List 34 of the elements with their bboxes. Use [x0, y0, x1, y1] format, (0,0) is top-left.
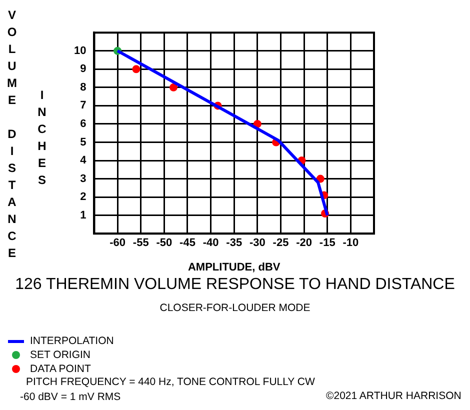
x-tick-label: -55 — [132, 237, 149, 250]
x-tick-label: -10 — [342, 237, 359, 250]
y-tick-label: 1 — [80, 209, 86, 222]
y-axis-title: VOLUME DISTANCE — [5, 8, 19, 263]
text: -60 dBV = 1 mV RMS — [20, 391, 121, 403]
y-tick-label: 10 — [74, 44, 86, 57]
x-tick-label: -40 — [202, 237, 219, 250]
text: 126 THEREMIN VOLUME RESPONSE TO HAND DISTANCE — [14, 276, 456, 294]
text: CLOSER-FOR-LOUDER MODE — [158, 302, 312, 314]
text: PITCH FREQUENCY = 440 Hz, TONE CONTROL FULLY CW — [26, 376, 315, 388]
x-tick-label: -35 — [226, 237, 242, 250]
x-tick-label: -25 — [272, 237, 289, 250]
y-tick-label: 8 — [80, 81, 86, 94]
y-tick-label: 4 — [80, 154, 88, 167]
x-tick-label: -15 — [319, 237, 336, 250]
x-tick-label: -45 — [180, 237, 196, 250]
y-tick-label: 2 — [80, 191, 86, 204]
x-tick-label: -60 — [110, 237, 126, 250]
legend-label: DATA POINT — [29, 362, 92, 376]
y-tick-label: 3 — [80, 172, 86, 185]
x-tick-label: -50 — [156, 237, 172, 250]
y-tick-label: 9 — [80, 63, 86, 76]
point — [170, 83, 178, 92]
point — [132, 65, 140, 74]
y-tick-label: 5 — [80, 136, 86, 148]
y-tick-label: 6 — [80, 118, 86, 130]
x-axis-title: AMPLITUDE, dBV — [188, 261, 281, 274]
text: ©2021 ARTHUR HARRISON — [326, 390, 462, 402]
legend-label: INTERPOLATION — [29, 334, 114, 348]
x-tick-label: -30 — [249, 237, 266, 250]
x-tick-label: -20 — [296, 237, 312, 250]
y-tick-label: 7 — [80, 100, 86, 112]
text: INCHES — [35, 88, 49, 190]
legend-label: SET ORIGIN — [29, 348, 92, 362]
